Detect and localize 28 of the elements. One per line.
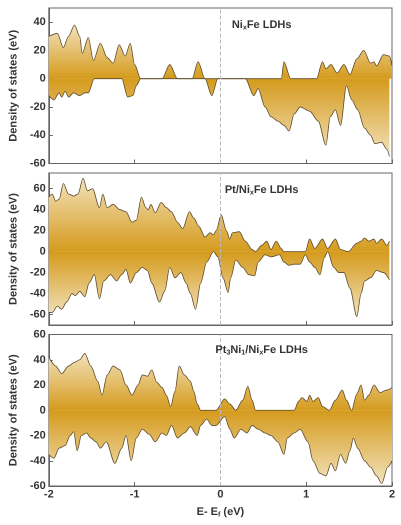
y-tick-label: 0 — [40, 404, 46, 416]
y-axis-title: Density of states (eV) — [8, 192, 20, 305]
y-tick-label: 60 — [34, 182, 46, 195]
y-tick-label: -40 — [30, 129, 46, 142]
x-tick-label: 0 — [217, 488, 224, 501]
y-tick-label: -60 — [30, 308, 46, 321]
y-tick-label: -40 — [30, 454, 46, 467]
y-tick-label: -60 — [30, 158, 46, 170]
y-tick-label: 0 — [40, 246, 46, 258]
y-tick-label: -60 — [30, 480, 46, 492]
y-tick-label: 60 — [34, 328, 46, 340]
y-tick-label: 40 — [34, 354, 46, 366]
x-tick-label: -1 — [130, 488, 140, 501]
y-tick-label: -40 — [30, 288, 46, 300]
x-tick-label: -2 — [44, 488, 54, 501]
y-tick-label: 20 — [34, 44, 46, 56]
y-tick-label: -20 — [30, 100, 46, 113]
y-tick-label: -20 — [30, 266, 46, 279]
y-tick-label: -20 — [30, 430, 46, 442]
x-tick-label: 1 — [303, 488, 310, 501]
y-tick-label: 0 — [40, 72, 46, 85]
y-axis-title: Density of states (eV) — [8, 29, 20, 142]
y-axis-title: Density of states (eV) — [8, 354, 20, 466]
y-tick-label: 20 — [34, 224, 46, 237]
x-tick-label: 2 — [388, 488, 396, 501]
y-tick-label: 20 — [34, 379, 46, 392]
y-tick-label: 40 — [34, 204, 46, 216]
y-tick-label: 40 — [34, 16, 46, 28]
